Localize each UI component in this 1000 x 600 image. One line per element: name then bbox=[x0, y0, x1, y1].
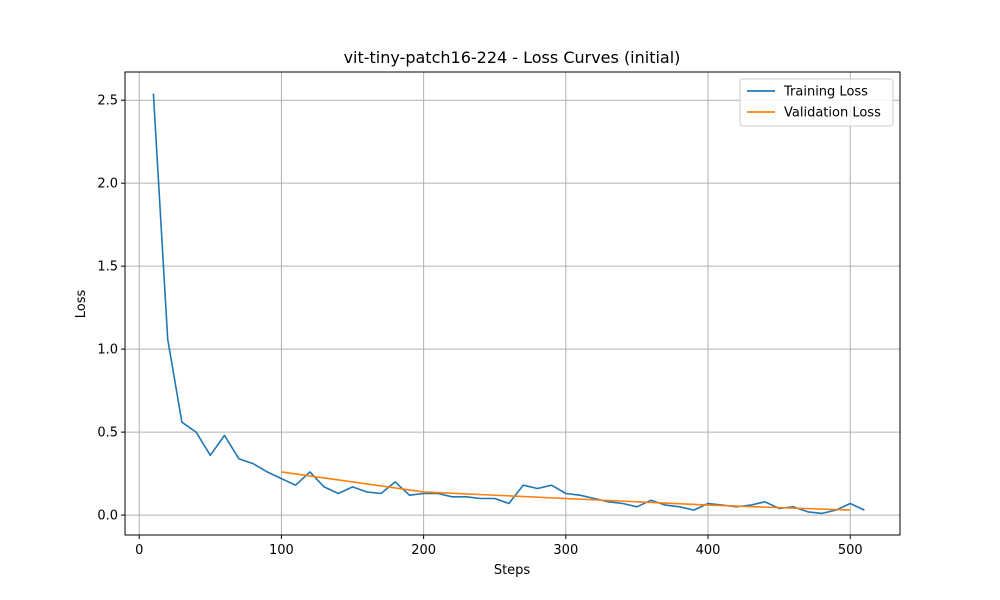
plot-area: 0 100 200 300 400 500 0.0 0.5 1.0 1.5 2.0 2.5 Traini… bbox=[97, 71, 901, 558]
y-tick-label: 1.0 bbox=[97, 343, 118, 358]
y-tick-label: 1.5 bbox=[97, 260, 118, 275]
chart-title: vit-tiny-patch16-224 - Loss Curves (init… bbox=[344, 48, 681, 67]
x-axis-title: Steps bbox=[494, 563, 531, 578]
legend-box bbox=[739, 78, 894, 127]
legend-label: Training Loss bbox=[783, 85, 868, 100]
x-tick-label: 500 bbox=[838, 543, 863, 558]
x-tick-label: 100 bbox=[269, 543, 294, 558]
y-axis-title: Loss bbox=[74, 290, 89, 319]
y-tick-label: 2.0 bbox=[97, 177, 118, 192]
x-tick-label: 200 bbox=[411, 543, 436, 558]
x-tick-label: 400 bbox=[696, 543, 721, 558]
y-tick-label: 0.5 bbox=[97, 426, 118, 441]
series-line-1 bbox=[281, 471, 851, 511]
y-tick-label: 0.0 bbox=[97, 509, 118, 524]
axes-frame bbox=[124, 71, 901, 536]
x-tick-label: 300 bbox=[553, 543, 578, 558]
x-tick-label: 0 bbox=[135, 543, 143, 558]
y-tick-label: 2.5 bbox=[97, 94, 118, 109]
legend-label: Validation Loss bbox=[784, 106, 881, 121]
